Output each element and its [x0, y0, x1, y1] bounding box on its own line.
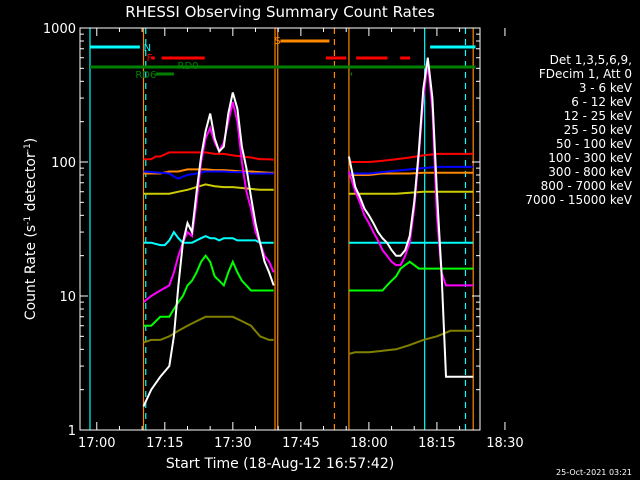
series-line-s9	[143, 315, 274, 344]
x-tick-label: 17:15	[146, 436, 183, 451]
legend-entry: 50 - 100 keV	[556, 137, 633, 151]
y-axis-label-sup2: -1	[23, 143, 33, 152]
y-axis-label-main: Count Rate (s	[23, 225, 39, 320]
series-line-s6	[348, 152, 474, 163]
timestamp: 25-Oct-2021 03:21	[556, 468, 632, 477]
y-tick-label: 1000	[43, 22, 76, 37]
y-axis-label-sup1: -1	[23, 216, 33, 225]
y-axis-label-mid: detector	[23, 152, 39, 216]
status-bar-label: RD6	[135, 70, 156, 81]
y-tick-label: 10	[59, 290, 76, 305]
x-tick-label: 18:15	[418, 436, 455, 451]
plot-area: NF S RD0 RD6	[89, 28, 476, 430]
series-line-s9	[348, 329, 474, 355]
series-line-s7	[348, 165, 474, 175]
series-line-s5	[348, 190, 474, 195]
legend-entry: 3 - 6 keV	[579, 81, 633, 95]
x-tick-label: 17:45	[282, 436, 319, 451]
y-axis-label: Count Rate (s-1 detector-1)	[23, 138, 39, 320]
series-line-s4	[143, 230, 274, 247]
legend-header-1: Det 1,3,5,6,9,	[550, 53, 632, 67]
series-line-s1	[347, 57, 474, 378]
x-axis-label: Start Time (18-Aug-12 16:57:42)	[166, 456, 394, 472]
plot-frame	[79, 27, 481, 431]
legend-entry: 300 - 800 keV	[548, 165, 632, 179]
legend-entry: 100 - 300 keV	[548, 151, 632, 165]
legend-entry: 7000 - 15000 keV	[525, 193, 632, 207]
series-line-s8	[348, 171, 474, 176]
y-tick-label: 100	[51, 156, 76, 171]
status-bar-label: F	[147, 53, 153, 64]
y-axis-label-end: )	[23, 138, 39, 143]
status-bar-label: N	[144, 43, 151, 54]
series-line-s3	[143, 254, 274, 327]
x-tick-label: 17:30	[214, 436, 251, 451]
legend-entry: 12 - 25 keV	[564, 109, 633, 123]
series-line-s6	[143, 151, 274, 161]
x-tick-label: 18:00	[350, 436, 387, 451]
series-line-s5	[143, 183, 274, 195]
series-line-s1	[142, 92, 275, 407]
x-axis: 17:00 17:15 17:30 17:45 18:00 18:15 18:30	[78, 28, 524, 451]
legend-entry: 6 - 12 keV	[571, 95, 633, 109]
legend-entry: 25 - 50 keV	[564, 123, 633, 137]
y-tick-label: 1	[68, 424, 76, 439]
status-bar-label: RD0	[178, 61, 199, 72]
legend-entry: 800 - 7000 keV	[541, 179, 633, 193]
legend-header-2: FDecim 1, Att 0	[539, 67, 632, 81]
y-axis: 1 10 100 1000	[43, 22, 480, 439]
x-tick-label: 18:30	[486, 436, 523, 451]
chart-title: RHESSI Observing Summary Count Rates	[125, 3, 435, 21]
legend: Det 1,3,5,6,9, FDecim 1, Att 0 3 - 6 keV…	[525, 53, 632, 207]
status-bar-label: S	[275, 36, 281, 47]
series-line-s2	[142, 101, 275, 303]
x-tick-label: 17:00	[78, 436, 115, 451]
series-line-s7	[143, 170, 274, 180]
